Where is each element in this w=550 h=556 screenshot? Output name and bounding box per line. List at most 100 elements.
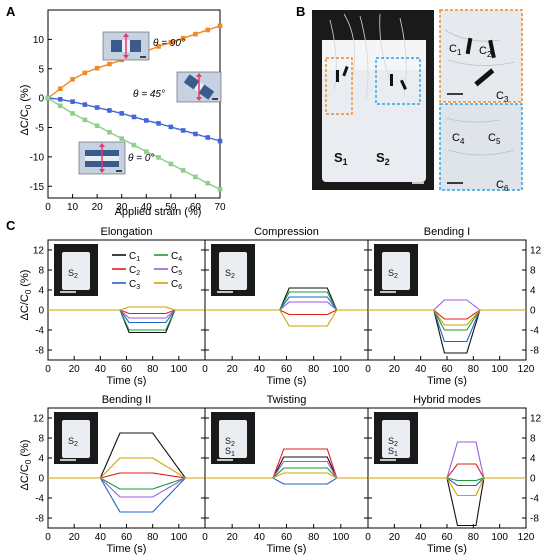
panel-c-ytick-label: 12 — [530, 246, 542, 257]
panel-c-title: Bending II — [102, 394, 152, 406]
panel-c-xtick-label: 100 — [170, 532, 187, 543]
panel-c-xtick-label: 80 — [308, 364, 320, 375]
panel-a-ytick-label: -5 — [35, 123, 44, 134]
panel-c-title: Elongation — [101, 226, 153, 238]
panel-c-ytick-label: 8 — [38, 434, 44, 445]
legend-label: C1 — [129, 251, 140, 263]
panel-c-xtick-label: 20 — [227, 532, 239, 543]
panel-c-trace — [368, 310, 526, 330]
panel-c-xtick-label: 60 — [441, 364, 453, 375]
panel-c-xtick-label: 20 — [389, 364, 401, 375]
panel-c-xlabel: Time (s) — [427, 543, 467, 555]
panel-c-xtick-label: 40 — [254, 532, 266, 543]
panel-c-xtick-label: 40 — [254, 364, 266, 375]
panel-c-trace — [205, 310, 368, 315]
panel-c-xtick-label: 0 — [202, 532, 208, 543]
panel-c-trace — [205, 310, 368, 326]
panel-c-title: Hybrid modes — [413, 394, 481, 406]
panel-a-xlabel: Applied strain (%) — [115, 206, 202, 218]
panel-c-xtick-label: 80 — [147, 364, 159, 375]
panel-c-xlabel: Time (s) — [267, 543, 307, 555]
panel-letter-a: A — [6, 4, 16, 19]
panel-a-point — [119, 136, 124, 141]
panel-c-ytick-label: 12 — [33, 246, 45, 257]
panel-c-charts: Elongation0 20 40 60 80 100Time (s)-8-404812S… — [33, 226, 542, 555]
panel-c-subplot: Hybrid modes0 20 40 60 80 100 120Time (s)-8-40… — [365, 394, 541, 555]
panel-c-ytick-label: -4 — [530, 326, 539, 337]
panel-c-xtick-label: 20 — [69, 532, 81, 543]
panel-a-xtick-label: 70 — [214, 202, 226, 213]
panel-c-trace — [205, 473, 368, 478]
panel-c-xtick-label: 60 — [281, 532, 293, 543]
panel-c-ylabel-bottom: ΔC/C0 (%) — [19, 440, 33, 491]
panel-c-xtick-label: 40 — [95, 364, 107, 375]
panel-a-point — [95, 66, 100, 71]
panel-c-xtick-label: 80 — [147, 532, 159, 543]
panel-c-subplot: Compression0 20 40 60 80 100Time (s)S2 — [202, 226, 368, 387]
panel-c-trace — [368, 310, 526, 325]
panel-a-point — [193, 132, 198, 137]
panel-c-trace — [205, 297, 368, 310]
panel-a-point — [169, 125, 174, 130]
panel-c-xtick-label: 80 — [468, 532, 480, 543]
panel-a-point — [169, 162, 174, 167]
panel-c-xtick-label: 100 — [332, 364, 349, 375]
panel-c-ylabel-top: ΔC/C0 (%) — [19, 270, 33, 321]
panel-a-ylabel: ΔC/C0 (%) — [19, 85, 33, 136]
panel-c-ytick-label: -8 — [35, 514, 44, 525]
panel-c-subplot: Bending I0 20 40 60 80 100 120Time (s)-8-40481… — [365, 226, 541, 387]
panel-a-point — [70, 111, 75, 116]
panel-a-point — [95, 123, 100, 128]
panel-c-ytick-label: 4 — [530, 286, 536, 297]
panel-a-point — [83, 102, 88, 107]
panel-c-subplot: Bending II0 20 40 60 80 100Time (s)-8-404812S… — [33, 394, 205, 555]
panel-c-xtick-label: 0 — [365, 532, 371, 543]
panel-c-ytick-label: 12 — [33, 414, 45, 425]
panel-c-ytick-label: -4 — [35, 494, 44, 505]
panel-a-point — [218, 187, 223, 192]
panel-a-ytick-label: 5 — [38, 64, 44, 75]
panel-c-xtick-label: 100 — [491, 532, 508, 543]
panel-c-trace — [368, 478, 526, 526]
panel-a-xtick-label: 20 — [92, 202, 104, 213]
panel-c-xtick-label: 0 — [45, 364, 51, 375]
panel-a-xtick-label: 0 — [45, 202, 51, 213]
panel-a-point — [144, 118, 149, 123]
inset-theta-0 — [79, 142, 125, 174]
panel-c-ytick-label: -8 — [530, 514, 539, 525]
panel-a-point — [181, 128, 186, 133]
panel-c-xlabel: Time (s) — [267, 375, 307, 387]
panel-c-ytick-label: 0 — [38, 306, 44, 317]
panel-b-photo-main — [312, 10, 434, 190]
inset-theta-90 — [103, 32, 149, 60]
panel-a-point — [218, 24, 223, 29]
panel-c-xtick-label: 40 — [415, 532, 427, 543]
panel-c-xlabel: Time (s) — [107, 543, 147, 555]
panel-c-xlabel: Time (s) — [107, 375, 147, 387]
annot-theta-0: θ = 0° — [128, 153, 154, 164]
panel-c-xtick-label: 0 — [365, 364, 371, 375]
panel-c-inset-sample — [382, 252, 410, 290]
panel-c-ytick-label: -4 — [530, 494, 539, 505]
panel-c-ytick-label: 4 — [38, 454, 44, 465]
panel-a-ytick-label: 0 — [38, 94, 44, 105]
panel-a-point — [119, 111, 124, 116]
panel-c-ytick-label: 12 — [530, 414, 542, 425]
panel-a-point — [107, 62, 112, 67]
panel-a-point — [218, 139, 223, 144]
panel-c-ytick-label: -8 — [530, 346, 539, 357]
panel-c-inset-sample — [219, 252, 247, 290]
panel-a-point — [132, 115, 137, 120]
panel-c-ytick-label: 0 — [38, 474, 44, 485]
panel-a-point — [70, 99, 75, 104]
panel-c-ytick-label: 8 — [530, 266, 536, 277]
panel-c-xtick-label: 20 — [389, 532, 401, 543]
panel-a-point — [58, 103, 63, 108]
panel-a-point — [107, 108, 112, 113]
panel-c-xtick-label: 120 — [518, 532, 535, 543]
panel-a-point — [83, 71, 88, 76]
panel-a-point — [58, 86, 63, 91]
panel-c-xtick-label: 60 — [121, 364, 133, 375]
panel-c-trace — [368, 310, 526, 342]
annot-theta-45: θ = 45° — [133, 89, 165, 100]
